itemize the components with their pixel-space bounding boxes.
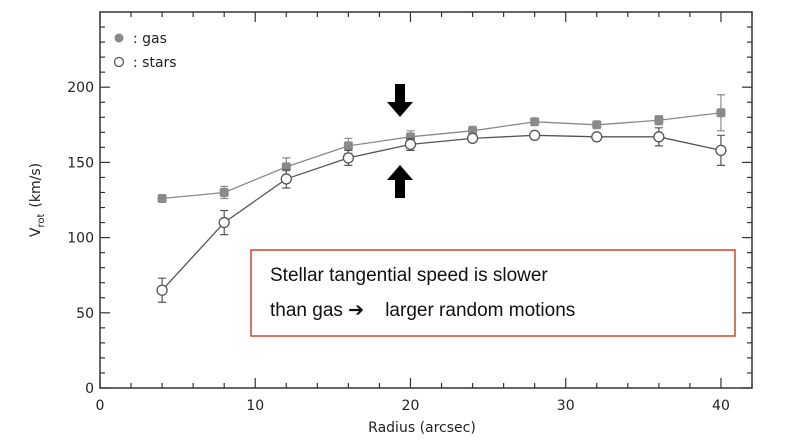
point <box>715 144 727 157</box>
point <box>156 284 168 296</box>
point <box>219 187 229 197</box>
legend-marker <box>114 33 124 43</box>
point <box>342 152 355 164</box>
point <box>592 120 602 130</box>
legend-label: : stars <box>133 55 177 71</box>
plot-frame <box>99 11 753 389</box>
y-label-sub: rot <box>36 214 47 228</box>
x-tick-label: 40 <box>712 398 730 414</box>
point <box>343 141 353 151</box>
point <box>529 129 541 141</box>
y-tick-label: 200 <box>67 80 94 96</box>
point <box>280 173 292 185</box>
point <box>218 216 230 229</box>
y-tick-label: 0 <box>85 381 94 397</box>
point <box>405 132 415 142</box>
x-tick-label: 10 <box>246 398 264 414</box>
arrow-up <box>387 165 413 198</box>
y-label-unit: (km/s) <box>28 163 44 208</box>
x-tick-label: 20 <box>402 398 420 414</box>
annotation: Stellar tangential speed is slower <box>270 265 548 286</box>
legend-marker <box>113 56 125 68</box>
point <box>468 126 478 136</box>
point <box>654 115 664 125</box>
point <box>157 193 167 203</box>
x-axis-label: Radius (arcsec) <box>368 420 476 436</box>
series-line <box>161 134 722 291</box>
point <box>653 131 665 143</box>
annotation-box <box>250 249 736 337</box>
y-tick-label: 50 <box>76 306 94 322</box>
point <box>530 117 540 127</box>
point <box>716 108 726 118</box>
y-tick-label: 150 <box>67 155 94 171</box>
y-tick-label: 100 <box>67 231 94 247</box>
point <box>404 138 417 151</box>
x-tick-label: 30 <box>557 398 575 414</box>
x-tick-label: 0 <box>96 398 105 414</box>
y-axis-label: Vrot (km/s) <box>28 163 47 237</box>
point <box>466 132 479 144</box>
legend-label: : gas <box>133 31 167 47</box>
y-label-main: V <box>28 227 44 237</box>
annotation: than gas ➔ larger random motions <box>270 300 575 321</box>
point <box>281 162 291 172</box>
arrow-down <box>387 84 413 117</box>
series-line <box>162 112 722 200</box>
point <box>591 131 603 143</box>
